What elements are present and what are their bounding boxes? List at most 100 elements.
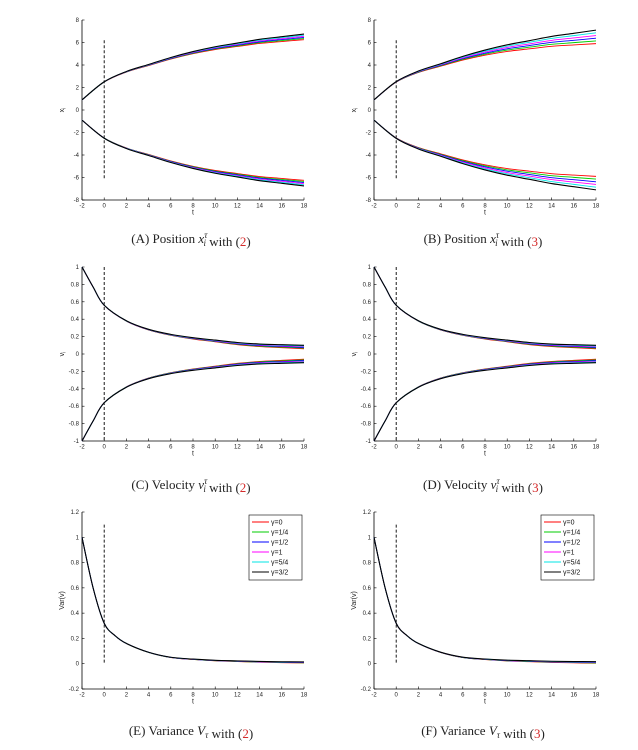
x-tick-label: 18 (593, 445, 600, 451)
legend-box (540, 514, 595, 581)
x-tick-label: 12 (526, 693, 533, 699)
y-tick-label: -2 (366, 131, 372, 137)
x-tick-label: 8 (483, 204, 487, 210)
legend-entry: γ=1/2 (563, 540, 580, 547)
y-tick-label: 0.8 (71, 282, 80, 288)
series-line-2-lower (373, 119, 597, 183)
y-tick-label: -8 (366, 198, 372, 204)
series-line-5-lower (373, 362, 597, 442)
y-tick-label: 4 (368, 63, 372, 69)
caption-sub: i (495, 238, 498, 248)
x-tick-label: 8 (483, 445, 487, 451)
caption-sub: i (203, 238, 206, 248)
series-line-2-upper (373, 266, 597, 348)
series-line-1-upper (373, 266, 597, 349)
series-line-3-upper (373, 266, 597, 348)
caption-suffix: ) (249, 726, 253, 741)
legend-entry: γ=1 (563, 550, 575, 557)
chart-panel-D: -2 0 2 4 6 8 10 12 14 16 18 -1 -0.8 -0.6 -0.4 -0.2 0 0.2 0… (351, 265, 600, 495)
x-tick-label: 16 (278, 445, 285, 451)
x-tick-label: 6 (461, 204, 465, 210)
x-tick-label: 4 (439, 445, 443, 451)
y-tick-label: 8 (368, 18, 372, 24)
x-tick-label: 6 (169, 693, 173, 699)
x-tick-label: 12 (526, 445, 533, 451)
legend-entry: γ=0 (563, 520, 575, 527)
legend-entry: γ=1/4 (563, 530, 580, 537)
x-tick-label: -2 (79, 693, 85, 699)
y-tick-label: -0.4 (361, 387, 372, 393)
series-line-2-lower (81, 360, 305, 442)
caption-math: v (198, 477, 204, 492)
series-line-4-upper (373, 266, 597, 347)
y-tick-label: 0.4 (363, 611, 372, 617)
y-tick-label: 0.4 (363, 317, 372, 323)
y-tick-label: 0 (368, 352, 372, 358)
series-line-5-upper (373, 537, 597, 663)
caption-ref: 2 (242, 726, 249, 741)
y-axis-label-subscript: i (62, 108, 68, 109)
y-axis-label: vi (59, 352, 68, 357)
y-tick-label: 0.8 (363, 561, 372, 567)
x-tick-label: 14 (256, 693, 263, 699)
x-tick-label: 10 (504, 693, 511, 699)
series-line-1-upper (81, 266, 305, 349)
x-tick-label: 18 (593, 693, 600, 699)
series-line-4-upper (81, 34, 305, 101)
x-tick-label: 8 (191, 445, 195, 451)
x-axis-label: t (484, 699, 486, 706)
y-tick-label: -0.8 (69, 422, 80, 428)
x-tick-label: 4 (439, 693, 443, 699)
caption: (A) Position xτ i with (2) (131, 230, 251, 249)
y-tick-label: 0.6 (71, 300, 80, 306)
caption-suffix: ) (539, 480, 543, 495)
caption-ref: 3 (532, 234, 539, 249)
series-line-3-lower (81, 119, 305, 185)
series-line-5-upper (373, 29, 597, 101)
x-tick-label: 12 (526, 204, 533, 210)
chart-panel-E: -2 0 2 4 6 8 10 12 14 16 18 -0.2 0 0.2 0.4 0.6 0.8 1 1.2 t V… (59, 510, 308, 741)
x-tick-label: 10 (504, 204, 511, 210)
series-line-3-upper (81, 35, 305, 101)
y-tick-label: 0.4 (71, 611, 80, 617)
x-tick-label: -2 (79, 445, 85, 451)
y-tick-label: 0.8 (71, 561, 80, 567)
x-tick-label: 12 (234, 204, 241, 210)
y-axis-label: Var(v) (351, 591, 358, 610)
caption-suffix: ) (538, 234, 542, 249)
series-line-5-lower (81, 362, 305, 442)
legend-entry: γ=3/2 (563, 570, 580, 577)
series-line-4-lower (81, 119, 305, 186)
series-line-2-lower (373, 360, 597, 442)
caption-ref: 3 (534, 726, 541, 741)
y-tick-label: -2 (74, 131, 80, 137)
caption-ref: 3 (532, 480, 539, 495)
series-line-0-upper (373, 266, 597, 350)
caption-sub: τ (497, 730, 501, 740)
y-tick-label: 1 (368, 535, 372, 541)
caption: (F) Variance Vτ with (3) (421, 723, 545, 741)
y-tick-label: 6 (76, 41, 80, 47)
x-tick-label: 4 (147, 693, 151, 699)
x-axis-label: t (192, 699, 194, 706)
x-tick-label: -2 (79, 204, 85, 210)
caption-sub: i (496, 484, 499, 494)
y-tick-label: 1 (368, 265, 372, 271)
y-tick-label: 6 (368, 41, 372, 47)
y-tick-label: 0.6 (71, 586, 80, 592)
y-tick-label: -0.2 (69, 369, 80, 375)
x-tick-label: -2 (371, 445, 377, 451)
caption-prefix: (D) Velocity (423, 477, 491, 492)
y-axis-label-subscript: i (354, 352, 360, 353)
x-tick-label: 10 (212, 693, 219, 699)
x-tick-label: 16 (570, 204, 577, 210)
legend-entry: γ=3/2 (271, 570, 288, 577)
caption-suffix: ) (540, 726, 544, 741)
y-axis-label-subscript: i (62, 352, 68, 353)
y-tick-label: 0 (76, 662, 80, 668)
caption-ref: 2 (240, 234, 247, 249)
caption-prefix: (E) Variance (129, 723, 197, 738)
series-line-2-lower (81, 119, 305, 184)
